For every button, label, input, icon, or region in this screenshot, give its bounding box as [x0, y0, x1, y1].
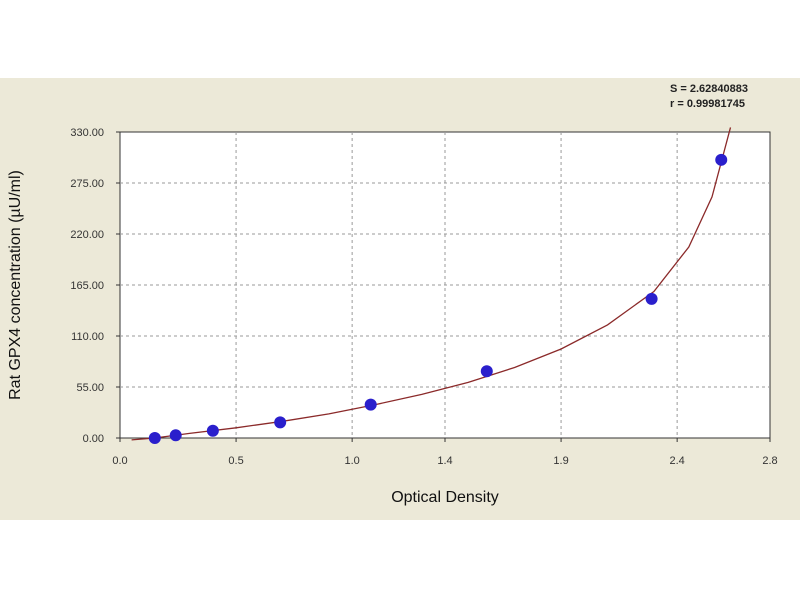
- y-tick-label: 330.00: [70, 127, 104, 139]
- x-tick-label: 1.4: [437, 455, 452, 467]
- x-tick-label: 1.0: [344, 455, 359, 467]
- axes: 0.0 0.5 1.0 1.4 1.9 2.4 2.8 0.00 55.00 110.00 165.…: [70, 127, 777, 467]
- y-tick-label: 55.00: [76, 382, 104, 394]
- data-point: [274, 416, 287, 429]
- x-tick-label: 1.9: [553, 455, 568, 467]
- data-point: [364, 398, 377, 411]
- y-tick-label: 220.00: [70, 229, 104, 241]
- x-tick-label: 2.8: [762, 455, 777, 467]
- y-axis-title: Rat GPX4 concentration (µU/ml): [7, 170, 24, 400]
- x-tick-label: 0.0: [112, 455, 127, 467]
- y-tick-label: 275.00: [70, 178, 104, 190]
- data-point: [645, 292, 658, 305]
- y-tick-label: 165.00: [70, 280, 104, 292]
- chart-panel: 0.0 0.5 1.0 1.4 1.9 2.4 2.8 0.00 55.00 110.00 165.…: [0, 78, 800, 520]
- stat-s: S = 2.62840883: [670, 83, 748, 95]
- data-points: [148, 153, 728, 444]
- x-tick-label: 2.4: [669, 455, 684, 467]
- data-point: [206, 424, 219, 437]
- y-tick-label: 110.00: [71, 331, 104, 343]
- data-point: [169, 429, 182, 442]
- data-point: [715, 153, 728, 166]
- stat-r: r = 0.99981745: [670, 98, 745, 110]
- data-point: [148, 432, 161, 444]
- chart: 0.0 0.5 1.0 1.4 1.9 2.4 2.8 0.00 55.00 110.00 165.…: [7, 83, 778, 506]
- grid: [120, 132, 770, 438]
- y-tick-label: 0.00: [83, 433, 104, 445]
- data-point: [480, 365, 493, 378]
- x-axis-title: Optical Density: [391, 489, 499, 506]
- x-tick-label: 0.5: [228, 455, 243, 467]
